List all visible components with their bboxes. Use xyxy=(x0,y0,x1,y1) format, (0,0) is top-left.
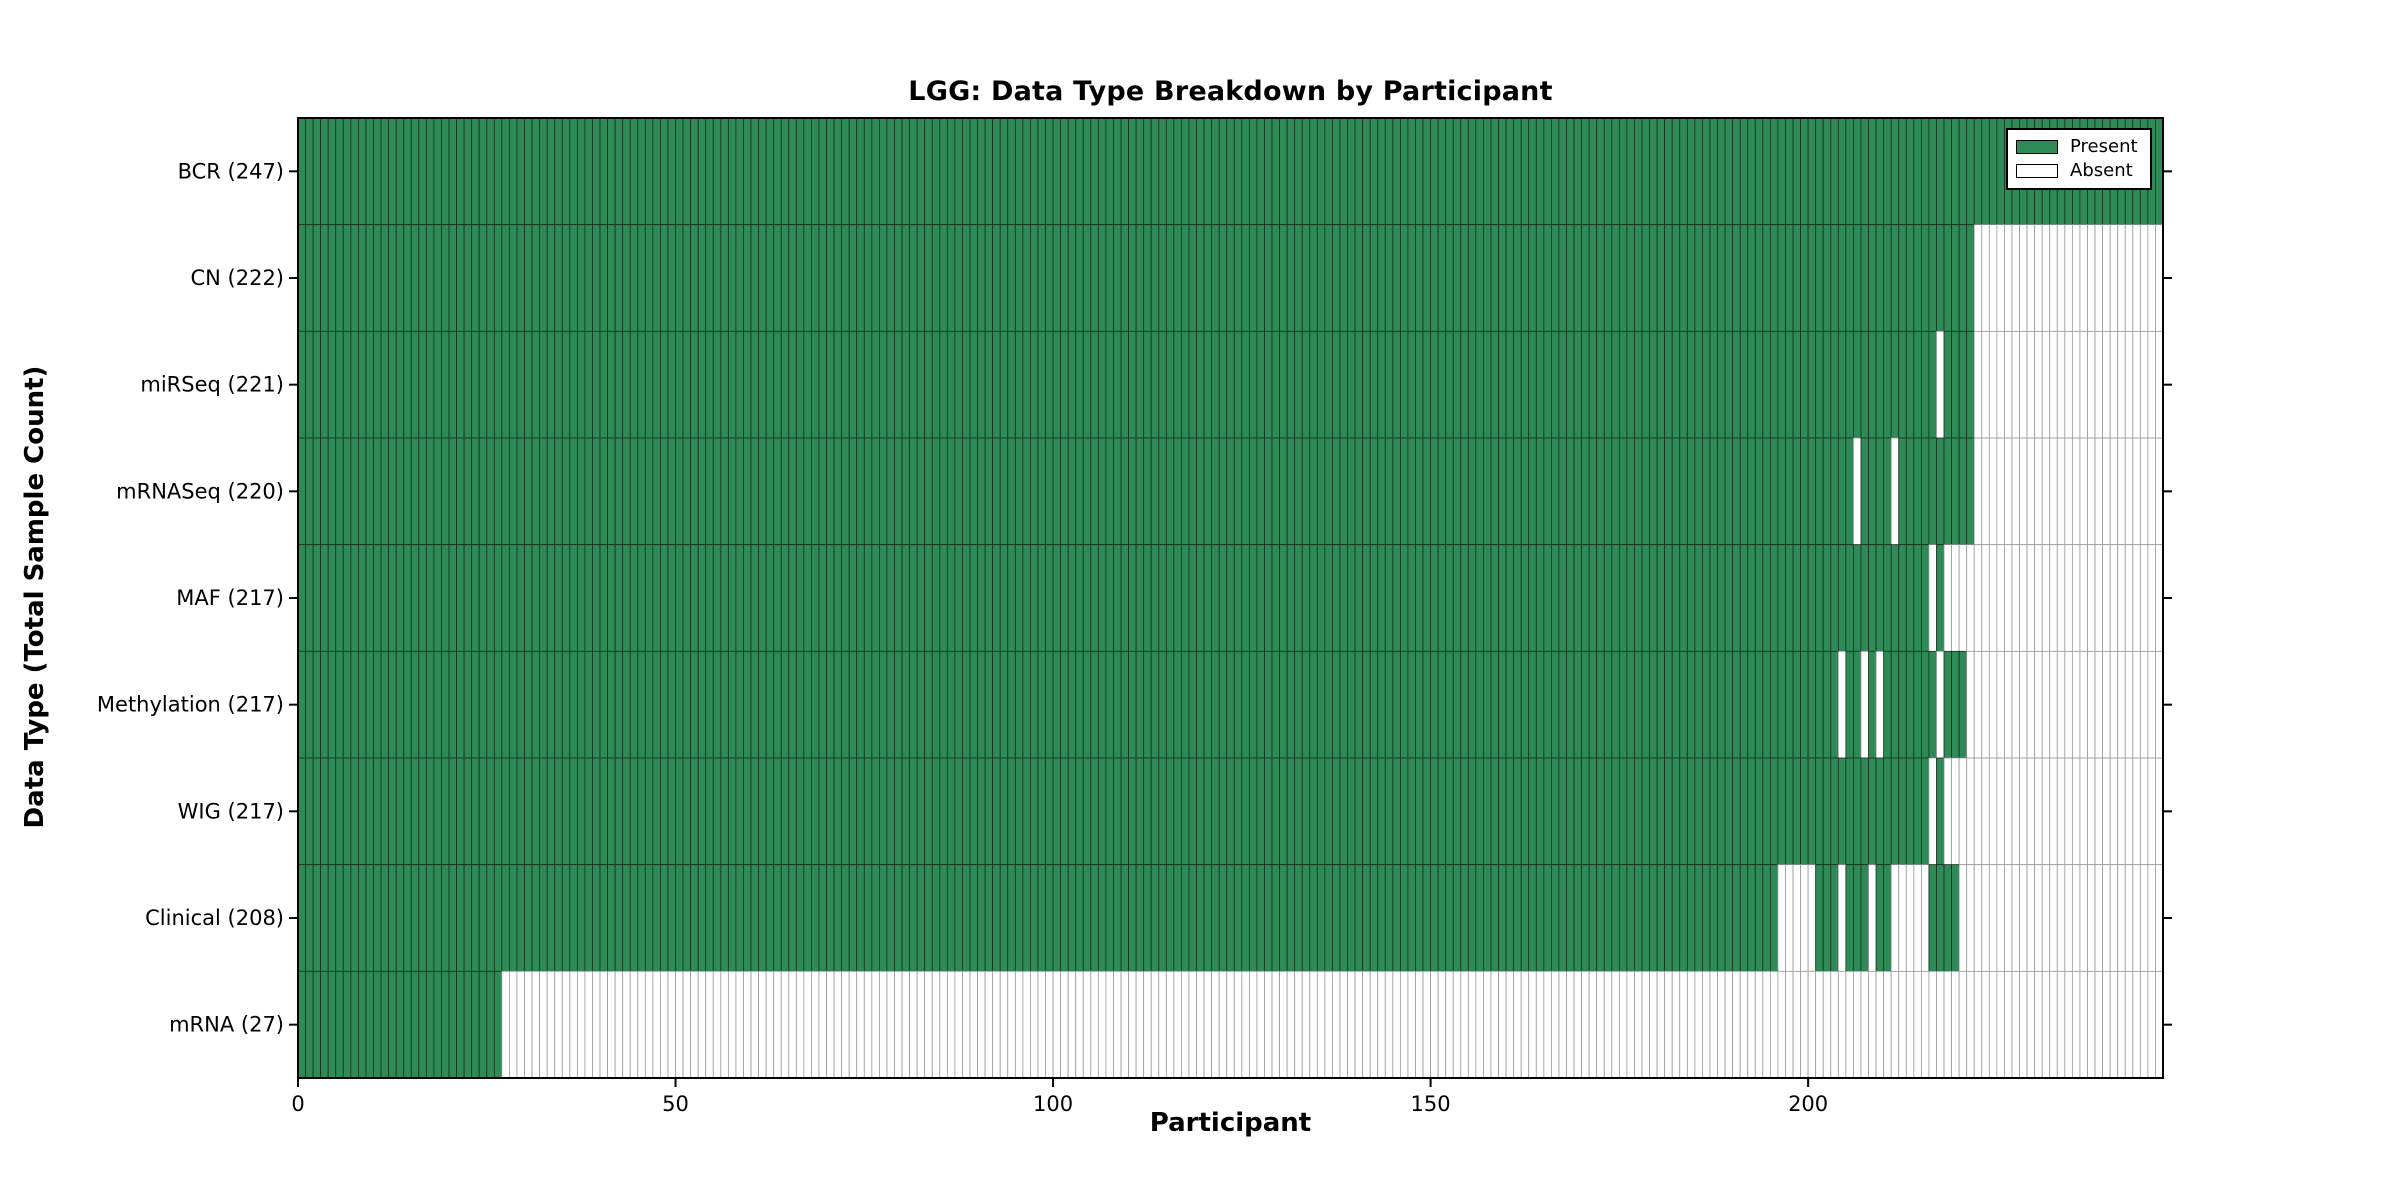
row-clinical xyxy=(297,864,2164,972)
legend-label-present: Present xyxy=(2070,136,2138,157)
present-swatch xyxy=(2016,140,2058,154)
row-label: WIG (217) xyxy=(178,799,284,823)
row-label: mRNASeq (220) xyxy=(116,479,284,503)
row-label: CN (222) xyxy=(190,266,284,290)
x-tick-label: 0 xyxy=(291,1092,304,1116)
row-wig xyxy=(297,757,2164,866)
row-mirseq xyxy=(297,330,2164,439)
row-cn xyxy=(297,224,2164,332)
row-label: mRNA (27) xyxy=(169,1013,284,1037)
legend-label-absent: Absent xyxy=(2070,160,2133,181)
absent-swatch xyxy=(2016,164,2058,178)
row-mrna xyxy=(297,970,2164,1079)
x-tick-label: 100 xyxy=(1033,1092,1073,1116)
row-mrnaseq xyxy=(297,437,2164,546)
x-tick-label: 50 xyxy=(662,1092,689,1116)
row-label: Clinical (208) xyxy=(145,906,284,930)
row-label: Methylation (217) xyxy=(97,693,284,717)
row-bcr xyxy=(297,117,2164,226)
row-maf xyxy=(297,544,2164,652)
legend: Present Absent xyxy=(2006,128,2152,190)
legend-entry-present: Present xyxy=(2016,138,2142,156)
row-label: MAF (217) xyxy=(176,586,284,610)
y-axis-label: Data Type (Total Sample Count) xyxy=(20,365,50,829)
x-axis-label: Participant xyxy=(1149,1108,1312,1138)
row-methylation xyxy=(297,650,2164,759)
row-label: miRSeq (221) xyxy=(140,373,284,397)
x-tick-label: 150 xyxy=(1411,1092,1451,1116)
legend-entry-absent: Absent xyxy=(2016,162,2142,180)
chart-title: LGG: Data Type Breakdown by Participant xyxy=(908,76,1553,107)
row-label: BCR (247) xyxy=(178,159,284,183)
x-tick-label: 200 xyxy=(1788,1092,1828,1116)
